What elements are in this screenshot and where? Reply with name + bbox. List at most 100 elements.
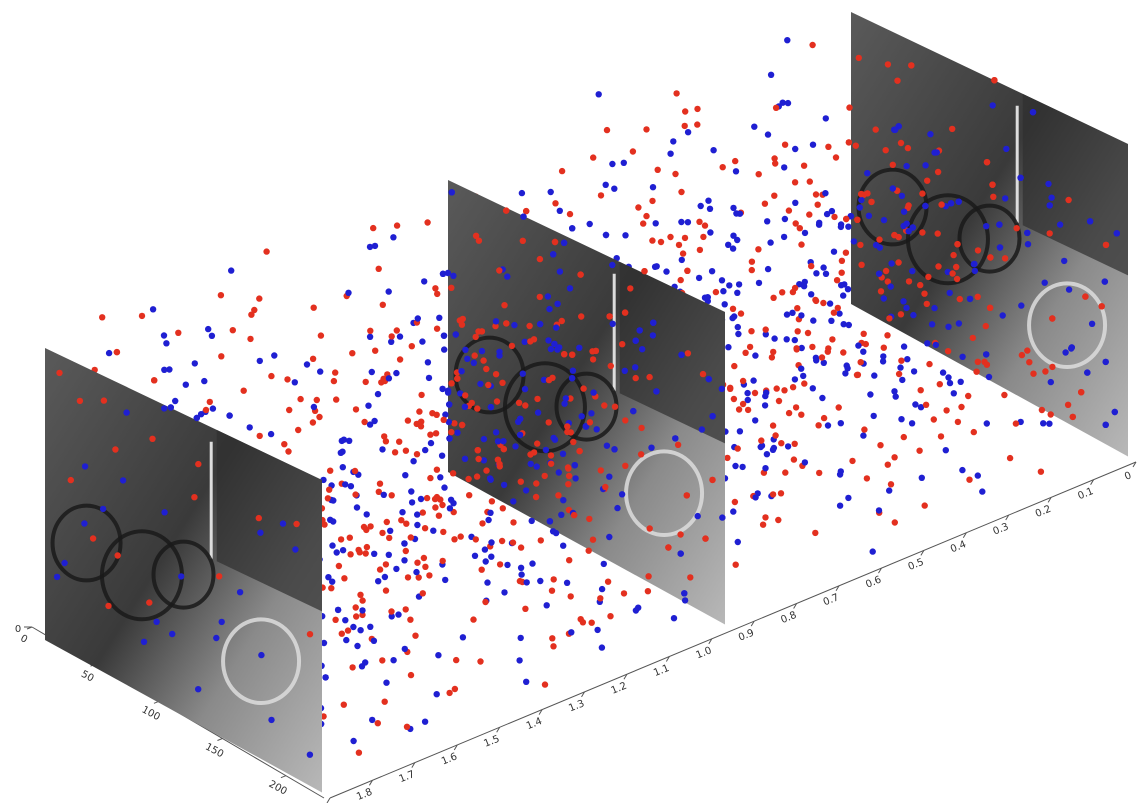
point (149, 306, 157, 313)
point (635, 204, 642, 211)
point (806, 211, 813, 218)
point (496, 561, 504, 568)
point (1047, 411, 1054, 418)
point (875, 507, 883, 514)
point (402, 547, 409, 555)
point (393, 565, 400, 573)
point (567, 429, 574, 436)
point (588, 410, 595, 417)
point (333, 549, 340, 556)
point (565, 465, 572, 472)
point (462, 392, 469, 399)
point (764, 131, 772, 138)
point (985, 373, 993, 381)
point (388, 333, 395, 340)
point (350, 737, 357, 745)
point (480, 435, 488, 443)
point (737, 310, 745, 317)
point (479, 520, 486, 527)
point (388, 492, 395, 499)
point (439, 557, 446, 565)
point (983, 159, 991, 166)
point (570, 438, 577, 446)
point (352, 604, 359, 611)
point (934, 168, 942, 176)
point (684, 129, 692, 136)
point (752, 352, 759, 359)
point (404, 574, 412, 581)
point (465, 475, 472, 483)
point (295, 426, 302, 434)
point (909, 224, 916, 231)
point (604, 578, 612, 585)
point (744, 396, 751, 404)
point (1049, 363, 1056, 371)
point (702, 535, 709, 542)
point (256, 295, 263, 302)
point (729, 314, 736, 322)
point (499, 379, 506, 386)
y-tick-label: 150 (203, 742, 225, 761)
point (556, 268, 564, 275)
point (478, 347, 486, 355)
point (609, 320, 616, 327)
point (1024, 229, 1031, 237)
point (825, 345, 832, 352)
point (375, 265, 382, 272)
point (1017, 418, 1024, 426)
point (509, 539, 517, 546)
point (910, 368, 918, 375)
point (419, 509, 426, 516)
point (880, 353, 887, 360)
point (589, 536, 597, 543)
point (561, 400, 568, 407)
point (412, 632, 419, 639)
point (353, 504, 361, 511)
point (496, 267, 503, 274)
point (825, 143, 832, 150)
point (1049, 315, 1056, 322)
point (710, 147, 717, 154)
point (838, 257, 846, 264)
point (889, 185, 896, 192)
point (501, 302, 508, 309)
point (246, 424, 253, 431)
point (376, 566, 384, 573)
point (643, 212, 650, 220)
point (736, 428, 744, 435)
point (650, 319, 657, 326)
point (822, 115, 829, 122)
point (556, 207, 563, 214)
point (322, 674, 329, 681)
point (835, 404, 842, 411)
point (424, 359, 432, 366)
point (919, 190, 926, 197)
point (393, 369, 400, 377)
point (446, 505, 454, 512)
point (798, 365, 805, 372)
point (695, 274, 703, 282)
point (434, 290, 441, 298)
point (586, 220, 593, 228)
point (622, 417, 629, 424)
point (317, 368, 324, 375)
point (1029, 109, 1037, 116)
point (522, 605, 529, 612)
point (1086, 218, 1094, 225)
point (1042, 368, 1049, 375)
point (341, 575, 348, 582)
point (391, 449, 399, 456)
point (606, 533, 613, 541)
x-tick-label: 1.0 (695, 645, 714, 661)
point (461, 403, 469, 410)
point (560, 542, 567, 549)
point (892, 393, 899, 400)
point (855, 342, 862, 349)
point (430, 527, 437, 534)
point (974, 472, 981, 479)
point (530, 449, 538, 456)
point (801, 459, 809, 466)
point (734, 323, 741, 331)
point (602, 231, 610, 239)
point (719, 514, 726, 521)
